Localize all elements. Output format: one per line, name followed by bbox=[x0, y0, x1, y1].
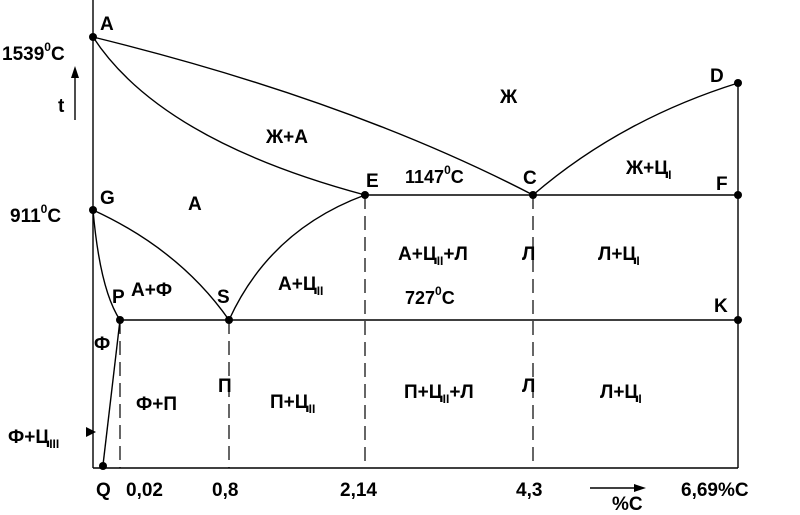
point-E-label: E bbox=[366, 171, 379, 192]
x-tick-43: 4,3 bbox=[516, 480, 542, 501]
temp-727-label: 7270C bbox=[405, 284, 455, 308]
region-a-c2-l: А+ЦII+Л bbox=[398, 244, 468, 268]
region-l-c1-upper: Л+ЦI bbox=[598, 244, 640, 268]
temp-1147-label: 11470C bbox=[405, 163, 464, 187]
t-label: t bbox=[58, 96, 65, 117]
liquidus-CD bbox=[532, 82, 739, 196]
pctc-label: %C bbox=[612, 494, 643, 515]
region-f-c3: Ф+ЦIII bbox=[8, 427, 59, 451]
point-G-dot bbox=[89, 206, 97, 214]
x-tick-08: 0,8 bbox=[212, 480, 238, 501]
region-p-c2-l: П+ЦII+Л bbox=[404, 382, 474, 406]
line-ES bbox=[228, 194, 366, 321]
region-l-c1-lower: Л+ЦI bbox=[600, 382, 642, 406]
point-P-label: P bbox=[112, 287, 125, 308]
region-p: П bbox=[218, 376, 232, 397]
point-E-dot bbox=[361, 191, 369, 199]
point-F-label: F bbox=[716, 174, 728, 195]
line-GS bbox=[92, 209, 230, 321]
point-Q-label: Q bbox=[96, 480, 111, 501]
point-S-dot bbox=[225, 316, 233, 324]
region-a-f: А+Ф bbox=[131, 280, 172, 301]
temp-1539-label: 15390C bbox=[2, 40, 65, 65]
point-Q-dot bbox=[99, 462, 107, 470]
region-f-p: Ф+П bbox=[136, 394, 177, 415]
x-tick-214: 2,14 bbox=[340, 480, 377, 501]
x-tick-002: 0,02 bbox=[126, 480, 163, 501]
region-f: Ф bbox=[94, 334, 110, 355]
region-zh-a: Ж+А bbox=[265, 127, 308, 148]
f-c3-arrow bbox=[86, 427, 96, 437]
region-a: А bbox=[188, 194, 202, 215]
point-C-dot bbox=[529, 191, 537, 199]
region-l-lower: Л bbox=[522, 376, 535, 397]
t-arrow-head bbox=[71, 66, 79, 78]
region-l-upper: Л bbox=[522, 244, 535, 265]
x-tick-669: 6,69%C bbox=[681, 480, 749, 501]
point-A-label: A bbox=[100, 14, 114, 35]
region-a-c2: А+ЦII bbox=[278, 274, 323, 298]
region-zh-c1: Ж+ЦI bbox=[625, 158, 672, 182]
liquidus-AC bbox=[92, 36, 534, 196]
point-D-label: D bbox=[710, 66, 724, 87]
point-C-label: C bbox=[523, 168, 537, 189]
region-zh: Ж bbox=[499, 87, 518, 108]
temp-911-label: 9110C bbox=[10, 202, 61, 227]
line-PQ bbox=[102, 319, 121, 466]
point-K-label: K bbox=[714, 296, 728, 317]
point-F-dot bbox=[734, 191, 742, 199]
point-D-dot bbox=[734, 79, 742, 87]
line-GP bbox=[92, 209, 121, 321]
point-G-label: G bbox=[100, 188, 115, 209]
point-A-dot bbox=[89, 33, 97, 41]
solidus-AE bbox=[92, 36, 366, 196]
pctc-arrow-head bbox=[634, 484, 646, 492]
region-p-c2: П+ЦII bbox=[270, 392, 315, 416]
point-P-dot bbox=[116, 316, 124, 324]
point-S-label: S bbox=[217, 287, 230, 308]
point-K-dot bbox=[734, 316, 742, 324]
